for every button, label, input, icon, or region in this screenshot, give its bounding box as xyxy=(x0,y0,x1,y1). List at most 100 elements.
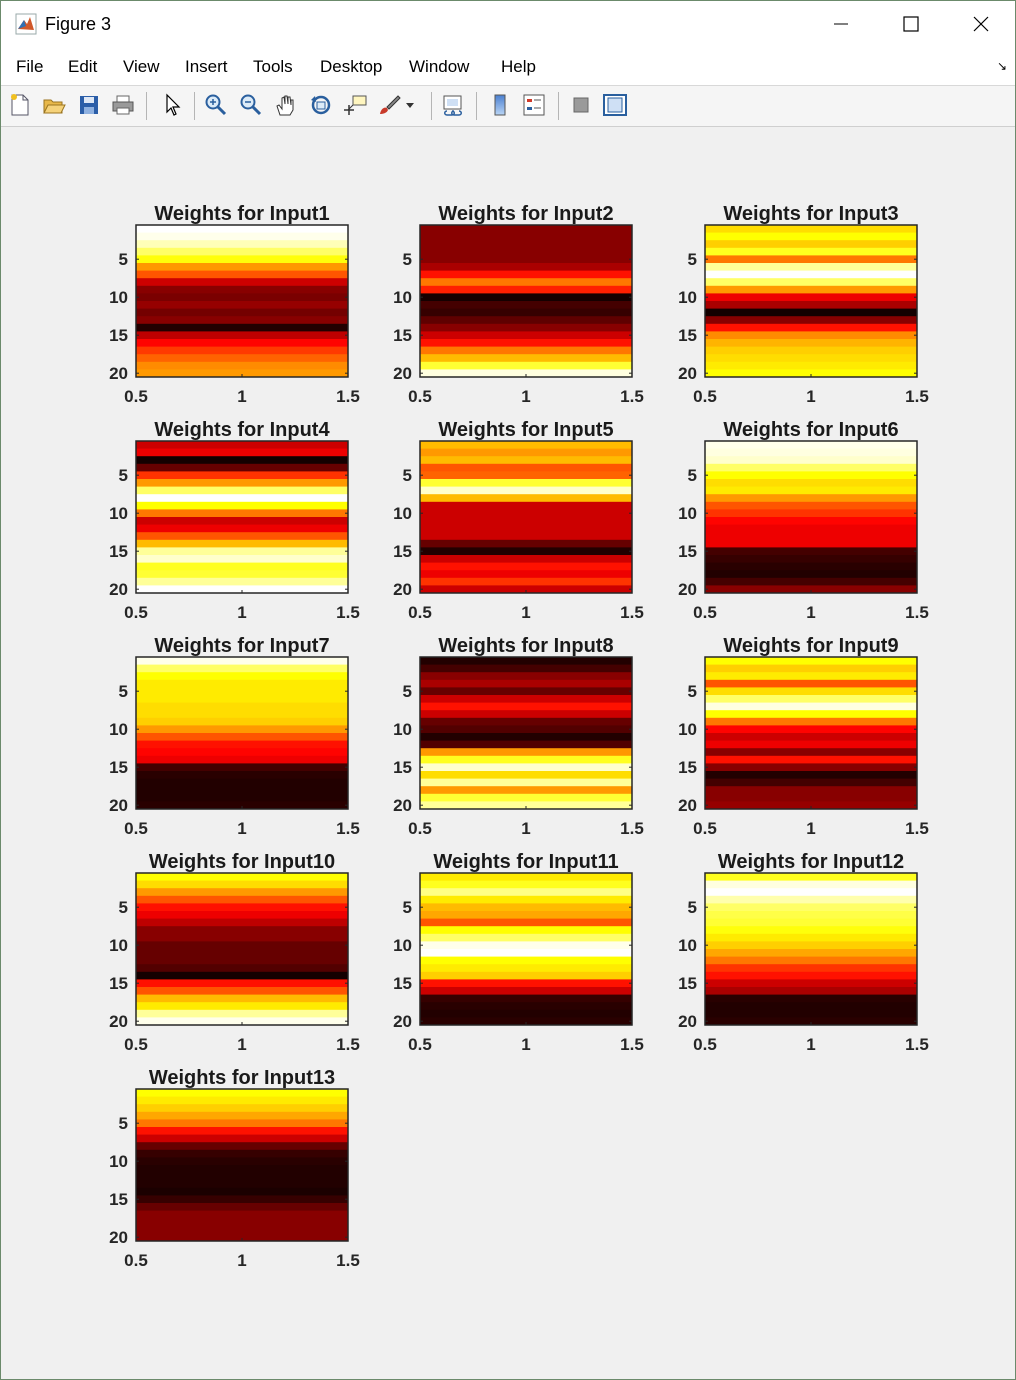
menu-file[interactable]: File xyxy=(16,57,44,76)
heatmap-cell xyxy=(705,786,917,795)
heatmap-cell xyxy=(136,570,348,579)
y-tick-label: 10 xyxy=(109,936,128,955)
heatmap-cell xyxy=(420,346,632,355)
heatmap-cell xyxy=(136,987,348,995)
pan-hand-icon[interactable] xyxy=(272,91,300,119)
brush-icon[interactable] xyxy=(375,91,403,119)
close-button[interactable] xyxy=(946,1,1015,47)
y-tick-label: 15 xyxy=(393,974,412,993)
heatmap-cell xyxy=(136,232,348,241)
y-tick-label: 5 xyxy=(119,466,128,485)
heatmap-subplot[interactable]: Weights for Input6 5 10 15 20 0.5 1 1.5 xyxy=(678,419,929,622)
menu-view[interactable]: View xyxy=(123,57,160,76)
link-plot-icon[interactable] xyxy=(439,91,467,119)
x-tick-label: 1 xyxy=(237,1251,246,1270)
minimize-icon xyxy=(834,23,848,25)
heatmap-cell xyxy=(136,346,348,355)
subplot-title: Weights for Input13 xyxy=(149,1067,335,1089)
menu-insert[interactable]: Insert xyxy=(185,57,228,76)
hide-plot-tools-icon[interactable] xyxy=(567,91,595,119)
heatmap-cell xyxy=(705,339,917,347)
heatmap-cell xyxy=(420,911,632,919)
heatmap-cell xyxy=(705,710,917,719)
colorbar-icon[interactable] xyxy=(486,91,514,119)
edit-plot-arrow-icon[interactable] xyxy=(158,91,186,119)
new-figure-icon[interactable] xyxy=(6,91,34,119)
heatmap-cell xyxy=(420,278,632,287)
heatmap-cell xyxy=(705,702,917,711)
heatmap-subplot[interactable]: Weights for Input12 5 10 15 20 0.5 1 1.5 xyxy=(678,851,929,1054)
show-plot-tools-icon[interactable] xyxy=(601,91,629,119)
heatmap-cell xyxy=(420,570,632,579)
menu-desktop[interactable]: Desktop xyxy=(320,57,383,76)
heatmap-cell xyxy=(420,301,632,309)
y-tick-label: 5 xyxy=(403,466,412,485)
data-cursor-icon[interactable] xyxy=(341,91,369,119)
rotate-3d-icon[interactable] xyxy=(307,91,335,119)
zoom-in-icon[interactable] xyxy=(202,91,230,119)
heatmap-cell xyxy=(705,501,917,510)
heatmap-subplot[interactable]: Weights for Input8 5 10 15 20 0.5 1 1.5 xyxy=(393,635,644,838)
heatmap-cell xyxy=(136,293,348,302)
heatmap-cell xyxy=(136,801,348,810)
heatmap-cell xyxy=(705,873,917,881)
heatmap-cell xyxy=(420,971,632,980)
zoom-out-icon[interactable] xyxy=(237,91,265,119)
heatmap-subplot[interactable]: Weights for Input2 5 10 15 20 0.5 1 1.5 xyxy=(393,203,644,406)
heatmap-cell xyxy=(136,763,348,772)
heatmap-cell xyxy=(136,1218,348,1227)
heatmap-cell xyxy=(136,263,348,271)
y-tick-label: 20 xyxy=(109,580,128,599)
x-tick-label: 0.5 xyxy=(408,603,432,622)
menu-edit[interactable]: Edit xyxy=(68,57,98,76)
heatmap-cell xyxy=(420,263,632,271)
heatmap-subplot[interactable]: Weights for Input10 5 10 15 20 0.5 1 1.5 xyxy=(109,851,360,1054)
heatmap-subplot[interactable]: Weights for Input13 5 10 15 20 0.5 1 1.5 xyxy=(109,1067,360,1270)
open-file-icon[interactable] xyxy=(40,91,68,119)
heatmap-cell xyxy=(136,710,348,719)
x-tick-label: 1.5 xyxy=(620,387,644,406)
brush-dropdown-icon[interactable] xyxy=(403,91,417,119)
legend-icon[interactable] xyxy=(520,91,548,119)
heatmap-cell xyxy=(705,895,917,904)
heatmap-subplot[interactable]: Weights for Input11 5 10 15 20 0.5 1 1.5 xyxy=(393,851,644,1054)
heatmap-cell xyxy=(136,308,348,317)
print-icon[interactable] xyxy=(109,91,137,119)
heatmap-cell xyxy=(136,994,348,1003)
dock-arrow-icon[interactable]: ↘ xyxy=(996,59,1007,73)
menu-window[interactable]: Window xyxy=(409,57,470,76)
heatmap-cell xyxy=(420,755,632,764)
y-tick-label: 15 xyxy=(678,758,697,777)
heatmap-cell xyxy=(705,232,917,241)
heatmap-subplot[interactable]: Weights for Input1 5 10 15 20 0.5 1 1.5 xyxy=(109,203,360,406)
heatmap-subplot[interactable]: Weights for Input5 5 10 15 20 0.5 1 1.5 xyxy=(393,419,644,622)
heatmap-cell xyxy=(420,987,632,995)
menu-help[interactable]: Help xyxy=(501,57,536,76)
maximize-button[interactable] xyxy=(876,1,946,47)
save-icon[interactable] xyxy=(75,91,103,119)
heatmap-cell xyxy=(420,888,632,897)
heatmap-cell xyxy=(420,672,632,681)
figure-canvas[interactable]: Weights for Input1 5 10 15 20 0.5 1 1.5 Weights … xyxy=(1,127,1015,1379)
menu-bar: File Edit View Insert Tools Desktop Wind… xyxy=(1,49,1015,86)
heatmap-subplot[interactable]: Weights for Input4 5 10 15 20 0.5 1 1.5 xyxy=(109,419,360,622)
y-tick-label: 15 xyxy=(393,326,412,345)
heatmap-cell xyxy=(705,240,917,249)
y-tick-label: 5 xyxy=(119,1114,128,1133)
minimize-button[interactable] xyxy=(806,1,876,47)
heatmap-cell xyxy=(136,532,348,541)
y-tick-label: 5 xyxy=(688,898,697,917)
heatmap-cell xyxy=(136,717,348,726)
heatmap-subplot[interactable]: Weights for Input9 5 10 15 20 0.5 1 1.5 xyxy=(678,635,929,838)
heatmap-subplot[interactable]: Weights for Input7 5 10 15 20 0.5 1 1.5 xyxy=(109,635,360,838)
heatmap-cell xyxy=(136,903,348,912)
y-tick-label: 20 xyxy=(393,364,412,383)
heatmap-cell xyxy=(136,285,348,294)
heatmap-cell xyxy=(136,956,348,965)
heatmap-cell xyxy=(136,755,348,764)
menu-tools[interactable]: Tools xyxy=(253,57,293,76)
y-tick-label: 20 xyxy=(678,580,697,599)
heatmap-subplot[interactable]: Weights for Input3 5 10 15 20 0.5 1 1.5 xyxy=(678,203,929,406)
heatmap-cell xyxy=(136,1134,348,1143)
